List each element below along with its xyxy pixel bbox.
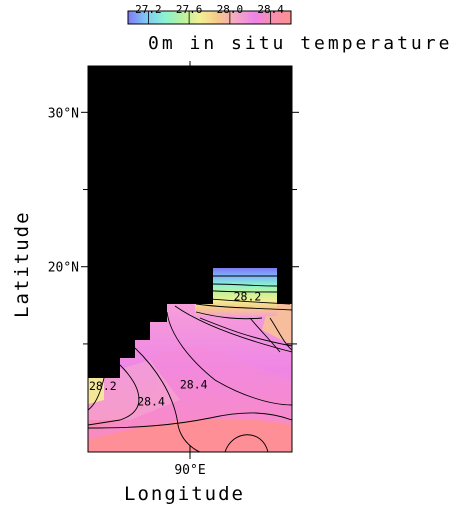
contour-line	[174, 305, 292, 353]
contour-line	[249, 317, 281, 353]
colorbar-tick-label: 28.0	[217, 3, 244, 16]
contour-label: 28.2	[89, 379, 117, 393]
chart-title: 0m in situ temperature	[148, 33, 452, 54]
contour-label: 28.4	[137, 395, 165, 409]
x-axis-title: Longitude	[124, 483, 245, 505]
contour-line	[88, 364, 140, 426]
contour-labels: 27.2 27.4 27.6 27.828.0 28.2 28.2 28.2 28.4 28.4	[89, 240, 280, 408]
contour-label: 28.2	[234, 290, 262, 304]
land-mask	[88, 66, 292, 378]
contour-line	[199, 317, 292, 347]
field-hot-bottom	[88, 418, 292, 452]
contour-line	[195, 303, 292, 311]
contour-label: 27.8	[158, 257, 186, 271]
contour-label: 28.2	[154, 284, 182, 298]
contour-line	[88, 377, 105, 411]
colorbar-tick-label: 28.4	[257, 3, 284, 16]
axis-ticks: 20°N 30°N 90°E	[48, 61, 299, 478]
field-yellow-corner	[88, 378, 104, 404]
plot-area: 27.2 27.4 27.6 27.828.0 28.2 28.2 28.2 28.4 28.4…	[48, 61, 299, 478]
contour-line	[88, 412, 292, 429]
y-axis-title: Latitude	[11, 210, 33, 318]
contour-label: 27.2	[252, 240, 280, 254]
contour-line	[212, 283, 278, 287]
contour-label: 28.0	[169, 268, 197, 282]
contour-line	[224, 434, 269, 452]
contour-line	[134, 347, 201, 452]
y-tick-label: 20°N	[48, 261, 79, 276]
contour-line	[166, 311, 292, 406]
contour-label: 27.6	[208, 251, 236, 265]
colorbar-ticks: 27.2 27.6 28.0 28.4	[135, 3, 284, 24]
colorbar-tick-label: 27.6	[176, 3, 203, 16]
y-tick-label: 30°N	[48, 106, 79, 121]
x-tick-label: 90°E	[174, 463, 205, 478]
colorbar-gradient	[127, 10, 292, 25]
contour-line	[269, 317, 292, 351]
contour-label: 28.4	[180, 378, 208, 392]
colorbar: 27.2 27.6 28.0 28.4	[127, 3, 292, 25]
contour-line	[195, 311, 263, 320]
colorbar-tick-label: 27.2	[135, 3, 162, 16]
contour-label: 27.4	[172, 245, 200, 259]
